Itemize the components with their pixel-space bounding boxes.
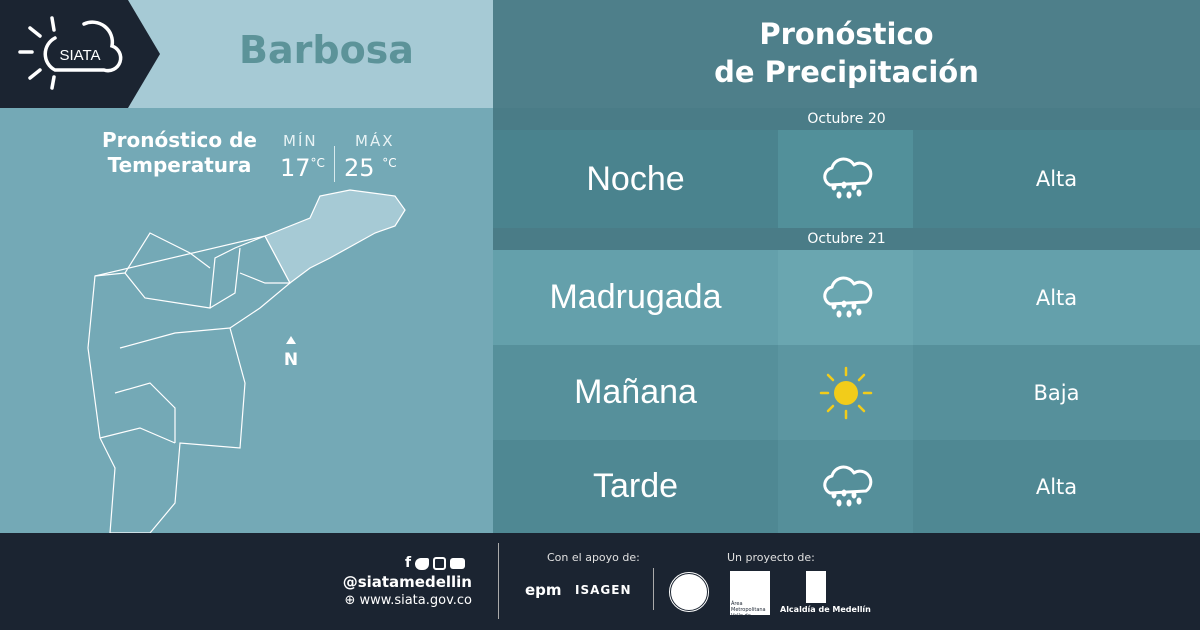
precip-level: Alta [1035, 285, 1078, 310]
facebook-icon[interactable]: f [405, 555, 412, 571]
footer: f @siatamedellin ⊕ www.siata.gov.co Con … [0, 533, 1200, 630]
period-name: Madrugada [549, 278, 722, 316]
barbosa-highlight [264, 189, 406, 284]
max-temp: 25 °C [344, 154, 397, 182]
sun-icon [778, 345, 913, 440]
period-name: Tarde [592, 467, 679, 505]
instagram-icon[interactable] [433, 557, 447, 570]
date-header: Octubre 21 [493, 228, 1200, 250]
alcaldia-logo: Alcaldía de Medellín [780, 605, 871, 614]
forecast-row-madrugada: Madrugada Alta [493, 250, 1200, 345]
support-label: Con el apoyo de: [547, 551, 640, 564]
divider [334, 146, 335, 182]
period-name: Mañana [574, 373, 697, 411]
siata-logo-icon: SIATA [18, 16, 123, 90]
forecast-row-manana: Mañana Baja [493, 345, 1200, 440]
min-label: MÍN [283, 132, 318, 150]
temperature-panel: Pronóstico de Temperatura MÍN MÁX 17°C 25… [0, 108, 493, 533]
precip-level: Alta [1035, 167, 1078, 191]
max-label: MÁX [355, 132, 395, 150]
rain-cloud-icon [778, 440, 913, 533]
project-label: Un proyecto de: [727, 551, 815, 564]
forecast-row-noche: Noche Alta [493, 130, 1200, 228]
municipality-map: N [87, 189, 406, 533]
svg-text:SIATA: SIATA [59, 47, 100, 64]
website-link[interactable]: ⊕ www.siata.gov.co [344, 593, 472, 608]
twitter-icon[interactable] [415, 558, 430, 570]
social-icons[interactable]: f [405, 555, 466, 571]
rain-cloud-icon [778, 130, 913, 228]
isagen-logo: ISAGEN [575, 583, 632, 597]
siata-logo: SIATA [0, 0, 160, 108]
min-temp: 17°C [280, 154, 325, 182]
divider [653, 568, 654, 610]
rain-cloud-icon [778, 250, 913, 345]
precip-level: Alta [1035, 474, 1078, 499]
precipitation-title: Pronóstico de Precipitación [493, 0, 1200, 108]
north-label: N [284, 350, 298, 370]
youtube-icon[interactable] [450, 558, 466, 569]
divider [498, 543, 499, 619]
globe-icon: ⊕ [344, 593, 356, 608]
city-name: Barbosa [239, 28, 414, 72]
precip-level: Baja [1033, 380, 1080, 405]
forecast-row-tarde: Tarde Alta [493, 440, 1200, 533]
alcaldia-shield [806, 571, 826, 603]
period-name: Noche [586, 159, 685, 198]
epm-logo: epm [525, 581, 562, 599]
medellin-seal [668, 571, 710, 613]
date-header: Octubre 20 [493, 108, 1200, 130]
north-arrow-icon [286, 336, 296, 344]
social-handle[interactable]: @siatamedellin [342, 573, 472, 591]
temperature-title: Pronóstico de Temperatura [102, 128, 257, 177]
area-metropolitana-logo: Área Metropolitana Valle de Aburrá [730, 571, 770, 615]
